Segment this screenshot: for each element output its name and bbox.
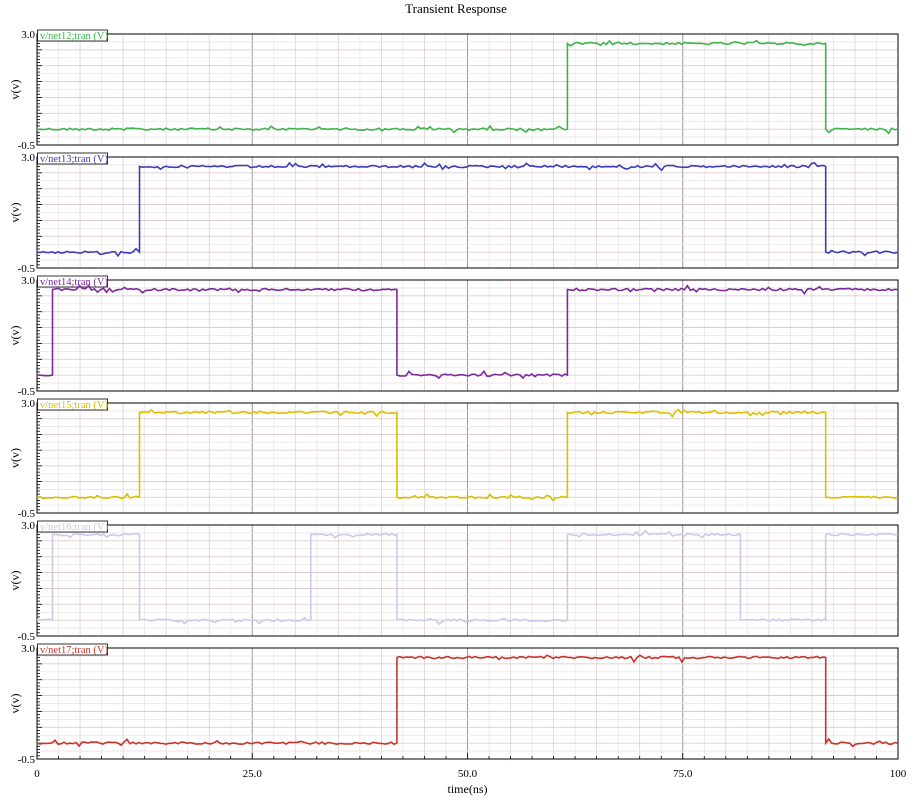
panel-2: 3.0 -0.5 v(v) v/net13;tran (V) [8, 152, 899, 275]
legend-box [37, 29, 108, 42]
y-tick-label: 3.0 [21, 643, 35, 655]
waveform-line [36, 284, 899, 380]
legend-box [37, 275, 108, 288]
legend-label: v/net15;tran (V) [40, 400, 108, 411]
panel-1: 3.0 -0.5 v(v) v/net12;tran (V) [8, 29, 899, 152]
y-axis-label: v(v) [8, 571, 22, 591]
y-tick-label: 3.0 [21, 275, 35, 287]
waveform-line [36, 408, 899, 502]
y-tick-label: 3.0 [21, 29, 35, 41]
waveform-line [36, 161, 899, 258]
x-tick-label: 0 [34, 768, 40, 780]
x-axis-label: time(ns) [448, 782, 488, 796]
y-tick-label: 3.0 [21, 520, 35, 532]
panel-frame [36, 402, 899, 514]
panel-4: 3.0 -0.5 v(v) v/net15;tran (V) [8, 398, 899, 520]
legend-label: v/net12;tran (V) [40, 31, 108, 42]
y-axis-label: v(v) [8, 203, 22, 223]
y-tick-label: 3.0 [21, 152, 35, 164]
x-tick-label: 50.0 [458, 768, 478, 780]
y-tick-label: -0.5 [18, 140, 36, 152]
legend-label: v/net14;tran (V) [40, 277, 108, 288]
y-tick-label: -0.5 [18, 263, 36, 275]
legend-label: v/net16;tran (V) [40, 522, 108, 533]
waveform-line [36, 529, 899, 626]
panel-frame [36, 524, 899, 637]
y-tick-label: -0.5 [18, 508, 36, 520]
panel-6: 3.0 -0.5 v(v) v/net17;tran (V) [8, 643, 899, 766]
panel-3: 3.0 -0.5 v(v) v/net14;tran (V) [8, 275, 899, 398]
chart-title: Transient Response [405, 1, 507, 16]
y-axis-label: v(v) [8, 326, 22, 346]
legend-box [37, 398, 108, 411]
y-tick-label: -0.5 [18, 631, 36, 643]
x-tick-label: 100 [890, 768, 907, 780]
panel-5: 3.0 -0.5 v(v) v/net16;tran (V) [8, 520, 899, 643]
panel-frame [36, 156, 899, 269]
waveform-line [36, 654, 899, 748]
panel-frame [36, 279, 899, 392]
legend-box [37, 520, 108, 533]
legend-label: v/net13;tran (V) [40, 154, 108, 165]
legend-box [37, 643, 108, 656]
y-axis-label: v(v) [8, 80, 22, 100]
x-tick-label: 25.0 [243, 768, 263, 780]
legend-box [37, 152, 108, 165]
legend-label: v/net17;tran (V) [40, 645, 108, 656]
y-axis-label: v(v) [8, 694, 22, 714]
y-tick-label: -0.5 [18, 386, 36, 398]
y-axis-label: v(v) [8, 448, 22, 468]
y-tick-label: 3.0 [21, 398, 35, 410]
x-tick-label: 75.0 [673, 768, 693, 780]
waveform-line [36, 39, 899, 135]
y-tick-label: -0.5 [18, 754, 36, 766]
panel-frame [36, 33, 899, 146]
